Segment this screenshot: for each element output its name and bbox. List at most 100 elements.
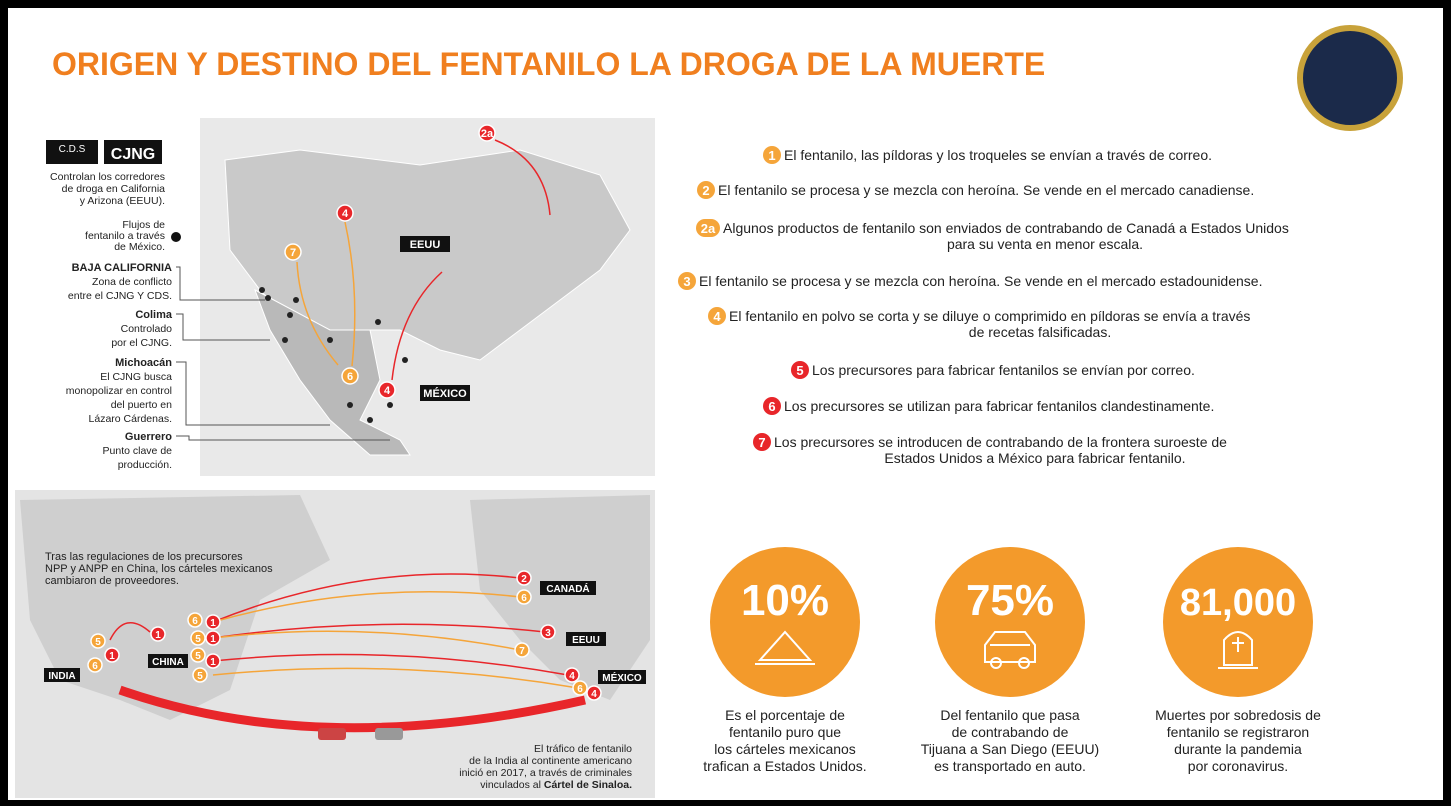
- region-text: El CJNG busca: [100, 371, 172, 383]
- marker-label: 4: [591, 689, 597, 700]
- stat-circle: [935, 547, 1085, 697]
- step-badge: [678, 272, 696, 290]
- step-text: de recetas falsificadas.: [969, 324, 1111, 340]
- step-badge: [763, 146, 781, 164]
- stat-value: 10%: [741, 576, 829, 625]
- flow-dot: [367, 417, 373, 423]
- country-label: CANADÁ: [546, 582, 589, 595]
- flow-dot: [282, 337, 288, 343]
- marker-label: 1: [210, 618, 216, 629]
- marker-label: 2a: [481, 128, 494, 140]
- step-text: El fentanilo se procesa y se mezcla con …: [718, 182, 1254, 198]
- legend-text: y Arizona (EEUU).: [80, 195, 165, 207]
- stat-caption: fentanilo se registraron: [1167, 724, 1309, 740]
- country-box: [400, 236, 450, 252]
- marker-label: 1: [155, 630, 161, 641]
- country-box: [44, 668, 80, 682]
- country-box: [148, 654, 188, 668]
- stat-caption: Del fentanilo que pasa: [940, 707, 1080, 723]
- legend-text: de México.: [114, 241, 165, 253]
- connector: [176, 361, 330, 426]
- step-number: 2: [702, 183, 709, 198]
- marker: [205, 630, 221, 646]
- step-text: El fentanilo, las píldoras y los troquel…: [784, 147, 1212, 163]
- marker-label: 2: [521, 574, 527, 585]
- footnote-bold: Cártel de Sinaloa.: [544, 779, 632, 791]
- flow-dot: [171, 232, 181, 242]
- footnote: de la India al continente americano: [469, 755, 632, 767]
- region-name: Guerrero: [125, 431, 172, 443]
- marker-label: 1: [109, 651, 115, 662]
- marker-label: 1: [210, 634, 216, 645]
- cds-label: C.D.S: [59, 144, 86, 155]
- stat-caption: Es el porcentaje de: [725, 707, 845, 723]
- marker: [572, 680, 588, 696]
- marker: [104, 647, 120, 663]
- car-icon: [984, 631, 1036, 663]
- step-badge: [753, 433, 771, 451]
- country-label: EEUU: [410, 239, 441, 251]
- marker-label: 6: [92, 661, 98, 672]
- marker-label: 7: [290, 247, 296, 259]
- marker: [205, 614, 221, 630]
- cds-logo: [46, 140, 98, 164]
- region-text: Zona de conflicto: [92, 276, 172, 288]
- flow-dot: [327, 337, 333, 343]
- region-name: Michoacán: [115, 357, 172, 369]
- step-text: Los precursores para fabricar fentanilos…: [812, 362, 1195, 378]
- step-number: 7: [758, 435, 765, 450]
- marker: [90, 633, 106, 649]
- marker: [478, 124, 496, 142]
- cjng-label: CJNG: [111, 146, 155, 163]
- marker-label: 6: [347, 371, 353, 383]
- flow-dot: [265, 295, 271, 301]
- flow-dot: [387, 402, 393, 408]
- marker-label: 4: [569, 671, 575, 682]
- step-number: 2a: [701, 221, 716, 236]
- powder-icon: [755, 630, 815, 665]
- tomb-icon: [1218, 631, 1258, 669]
- logo: [1297, 25, 1404, 131]
- flow-dot: [287, 312, 293, 318]
- marker: [516, 570, 532, 586]
- country-label: EEUU: [572, 635, 600, 646]
- legend-text: Controlan los corredores: [50, 171, 165, 183]
- marker: [514, 642, 530, 658]
- stat-caption: trafican a Estados Unidos.: [703, 758, 866, 774]
- footnote: inició en 2017, a través de criminales: [459, 767, 632, 779]
- title: ORIGEN Y DESTINO DEL FENTANILO LA DROGA …: [52, 46, 1045, 82]
- car: [318, 728, 346, 740]
- marker-label: 4: [384, 385, 391, 397]
- country-box: [420, 385, 470, 401]
- marker-label: 6: [521, 593, 527, 604]
- country-label: CHINA: [152, 657, 184, 668]
- flow-dot: [259, 287, 265, 293]
- stat-circle: [1163, 547, 1313, 697]
- marker-label: 4: [342, 208, 349, 220]
- marker: [378, 381, 396, 399]
- stat-caption: durante la pandemia: [1174, 741, 1302, 757]
- cjng-logo: [104, 140, 162, 164]
- region-text: Lázaro Cárdenas.: [89, 413, 172, 425]
- step-number: 5: [796, 363, 803, 378]
- legend-text: Flujos de: [122, 219, 165, 231]
- step-text: para su venta en menor escala.: [947, 236, 1143, 252]
- step-number: 1: [768, 148, 775, 163]
- step-badge: [696, 219, 720, 237]
- marker-label: 3: [545, 628, 551, 639]
- legend-text: de droga en California: [62, 183, 165, 195]
- footnote: El tráfico de fentanilo: [534, 743, 632, 755]
- step-number: 3: [683, 274, 690, 289]
- car: [375, 728, 403, 740]
- region-text: producción.: [118, 459, 172, 471]
- arrow: [212, 667, 579, 689]
- marker: [516, 589, 532, 605]
- mexico-shape: [254, 288, 411, 456]
- step-text: Estados Unidos a México para fabricar fe…: [884, 450, 1185, 466]
- arrow: [212, 623, 546, 639]
- stat-caption: los cárteles mexicanos: [714, 741, 856, 757]
- footnote: vinculados al Cártel de Sinaloa.: [480, 779, 632, 791]
- stat-caption: de contrabando de: [952, 724, 1069, 740]
